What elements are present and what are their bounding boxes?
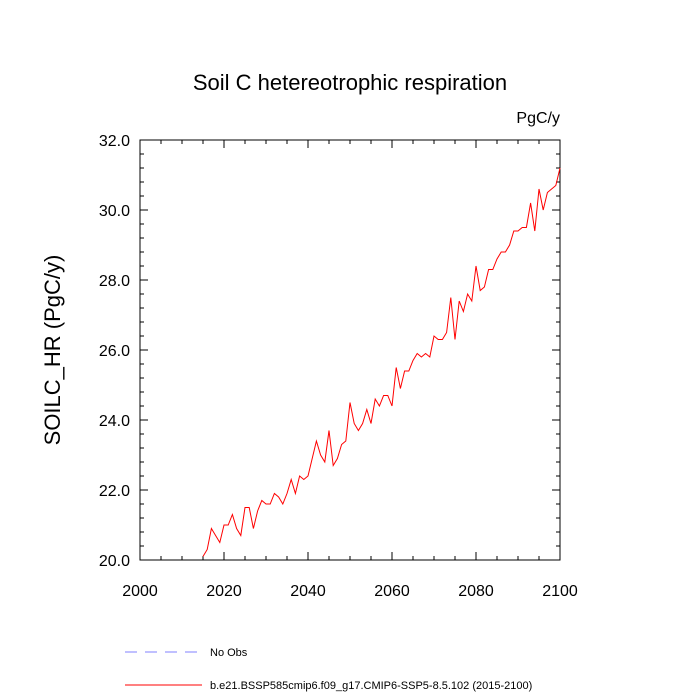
y-tick-label: 28.0: [99, 273, 130, 290]
plot-frame: [139, 139, 561, 561]
x-tick-label: 2040: [290, 583, 326, 600]
y-tick-label: 30.0: [99, 203, 130, 220]
y-tick-label: 32.0: [99, 133, 130, 150]
y-axis-label: SOILC_HR (PgC/y): [40, 255, 65, 446]
units-label: PgC/y: [516, 110, 560, 127]
series-line: [202, 167, 561, 557]
chart-title: Soil C hetereotrophic respiration: [193, 70, 507, 95]
x-tick-label: 2100: [542, 583, 578, 600]
legend: No Obs b.e21.BSSP585cmip6.f09_g17.CMIP6-S…: [125, 647, 532, 692]
y-tick-label: 24.0: [99, 413, 130, 430]
x-tick-label: 2080: [458, 583, 494, 600]
legend-label: No Obs: [210, 647, 248, 659]
y-tick-label: 26.0: [99, 343, 130, 360]
x-tick-label: 2000: [122, 583, 158, 600]
legend-label: b.e21.BSSP585cmip6.f09_g17.CMIP6-SSP5-8.…: [210, 680, 532, 692]
x-axis-ticks: 2000 2020 2040 2060 2080 2100: [122, 140, 578, 600]
y-tick-label: 20.0: [99, 553, 130, 570]
y-axis-ticks: 20.0 22.0 24.0 26.0 28.0 30.0 32.0: [99, 133, 560, 570]
x-tick-label: 2020: [206, 583, 242, 600]
x-tick-label: 2060: [374, 583, 410, 600]
y-tick-label: 22.0: [99, 483, 130, 500]
series-layer: [202, 167, 561, 557]
